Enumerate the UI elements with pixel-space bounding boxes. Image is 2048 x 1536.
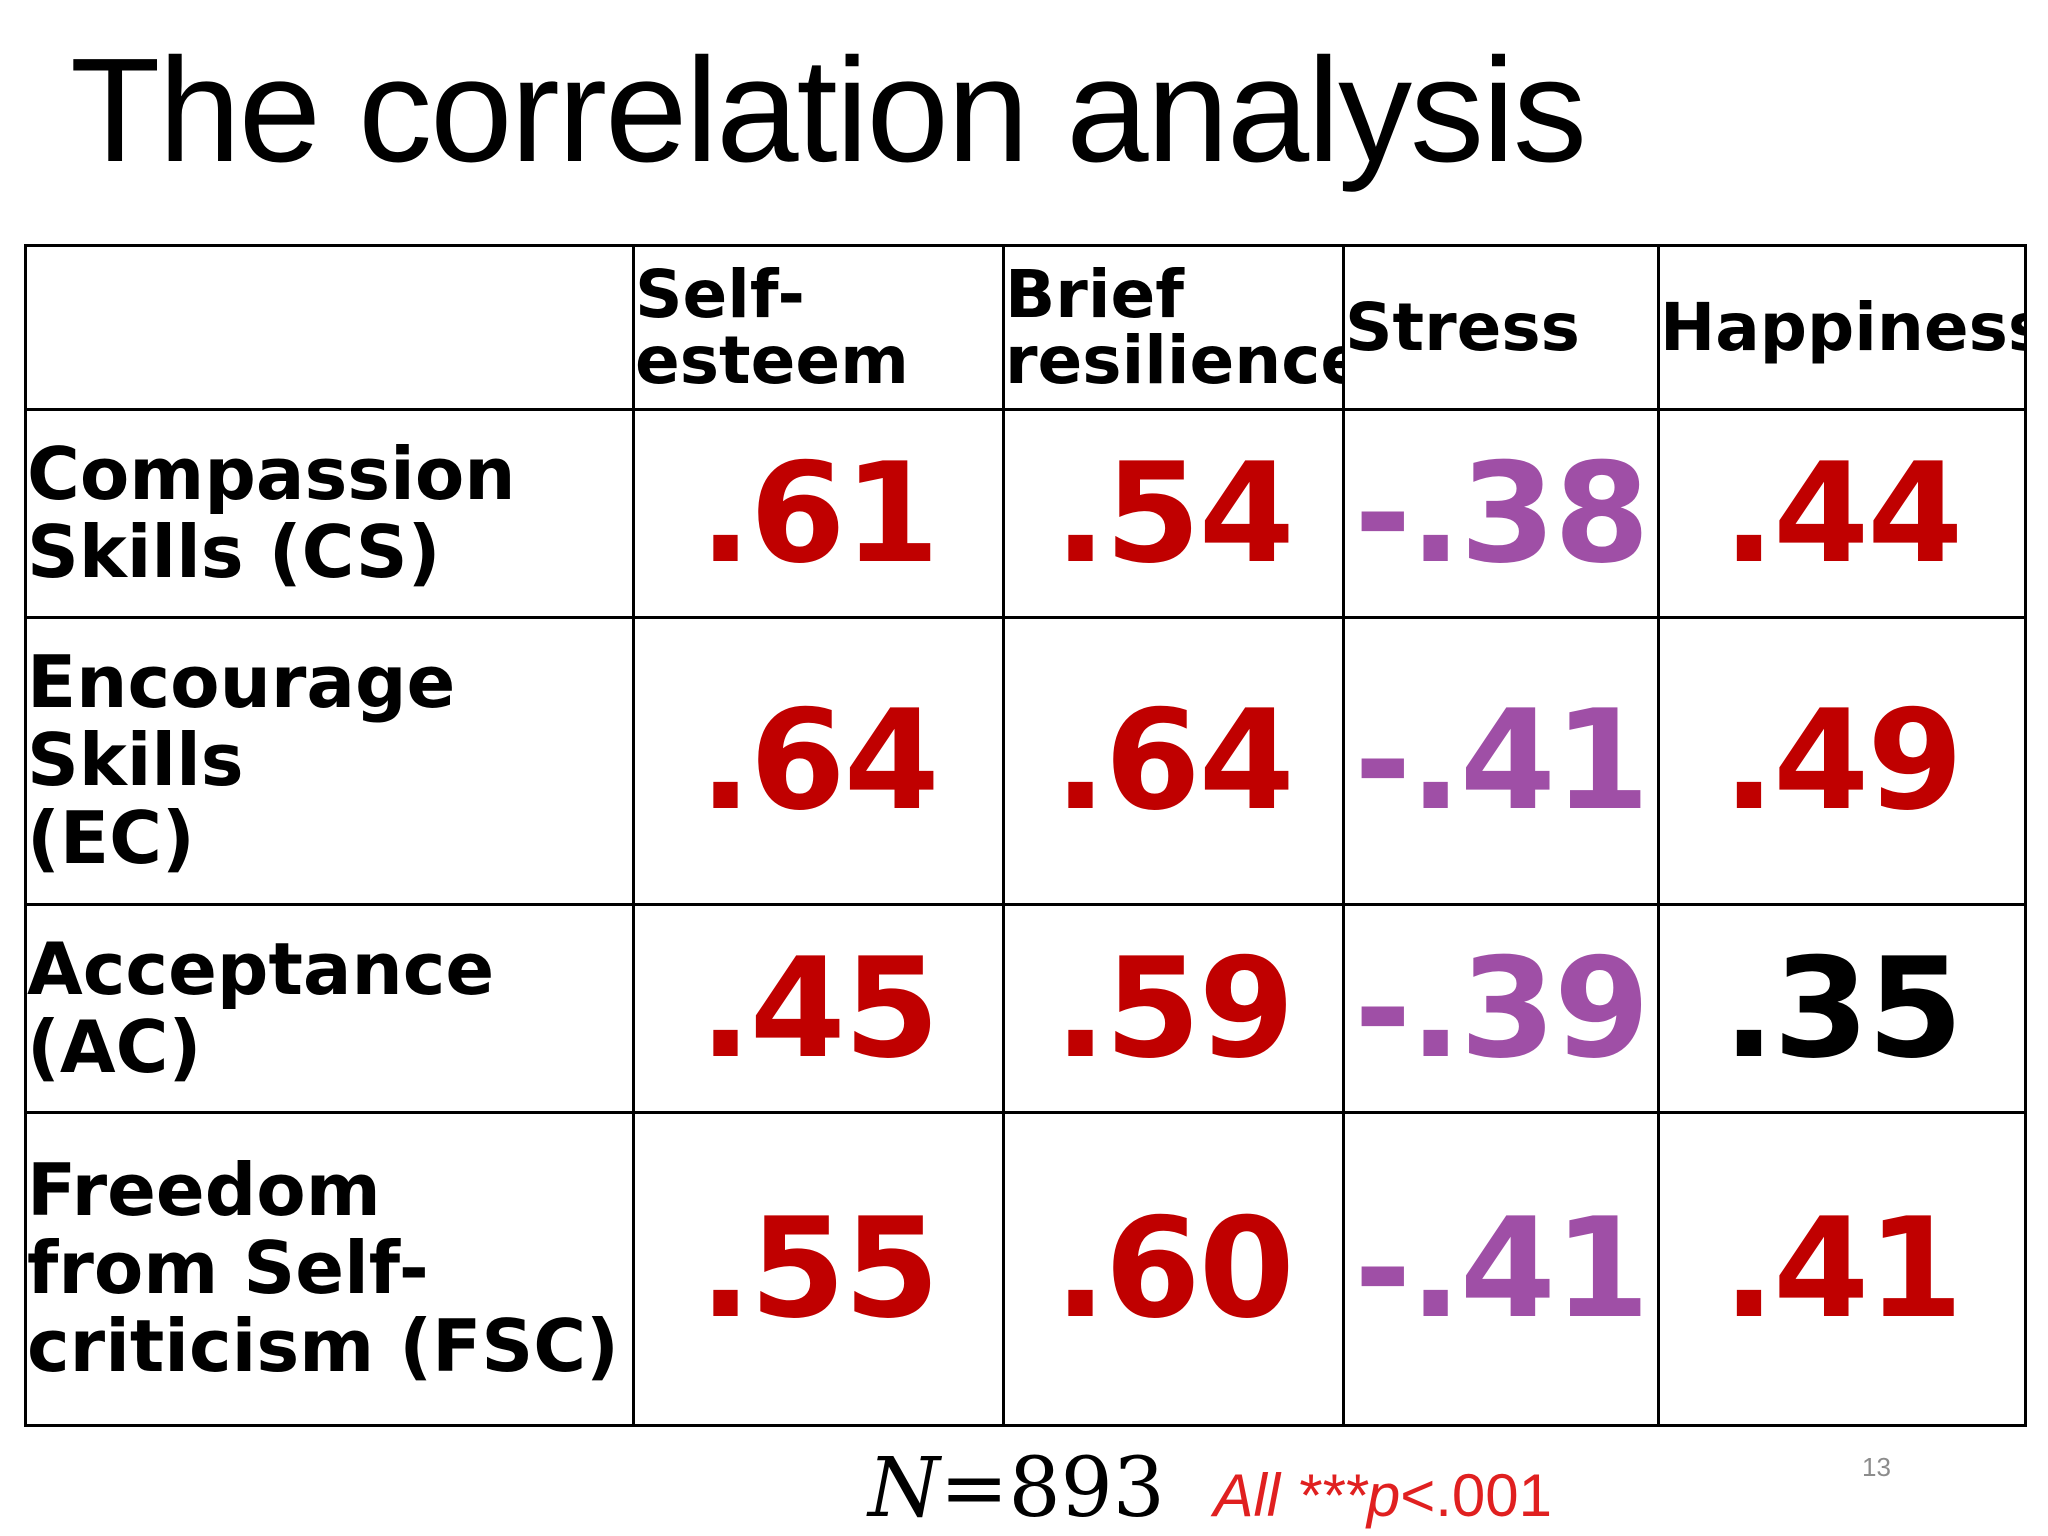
table-corner-cell [24,244,635,411]
column-header-label: Self- esteem [635,255,909,399]
row-header-label: Freedom from Self- criticism (FSC) [27,1148,619,1388]
sample-size-symbol: N [868,1441,940,1536]
correlation-value: -.39 [1342,903,1660,1114]
correlation-value: .55 [632,1111,1005,1427]
table-row: Freedom from Self- criticism (FSC) .55 .… [24,1111,2027,1427]
correlation-value: -.38 [1342,408,1660,619]
significance-symbol: p [1366,1462,1401,1529]
sample-size-value: =893 [939,1441,1165,1536]
row-header-label: Compassion Skills (CS) [27,431,516,594]
column-header-label: Happiness [1660,288,2026,366]
significance-prefix: All *** [1213,1462,1367,1529]
footnote: N=893 All ***p<.001 [868,1448,1552,1530]
column-header-stress: Stress [1342,244,1660,411]
table-row: Acceptance (AC) .45 .59 -.39 .35 [24,903,2027,1114]
table-row: Encourage Skills (EC) .64 .64 -.41 .49 [24,616,2027,906]
column-header-happiness: Happiness [1657,244,2027,411]
correlation-value: .60 [1002,1111,1345,1427]
correlation-value: .64 [1002,616,1345,906]
row-header-encourage-skills: Encourage Skills (EC) [24,616,635,906]
correlation-value: -.41 [1342,616,1660,906]
correlation-table: Self- esteem Brief resilience Stress Hap… [24,244,2027,1427]
correlation-value: .49 [1657,616,2027,906]
row-header-acceptance: Acceptance (AC) [24,903,635,1114]
slide-title: The correlation analysis [70,28,1587,193]
page-number: 13 [1862,1452,1891,1482]
row-header-compassion-skills: Compassion Skills (CS) [24,408,635,619]
row-header-label: Acceptance (AC) [27,926,495,1089]
row-header-freedom-from-self-criticism: Freedom from Self- criticism (FSC) [24,1111,635,1427]
correlation-value: .54 [1002,408,1345,619]
row-header-label: Encourage Skills (EC) [27,640,456,880]
correlation-value: .59 [1002,903,1345,1114]
table-header-row: Self- esteem Brief resilience Stress Hap… [24,244,2027,411]
correlation-value: .45 [632,903,1005,1114]
correlation-value: .64 [632,616,1005,906]
column-header-self-esteem: Self- esteem [632,244,1005,411]
sample-size: N=893 [868,1441,1165,1536]
column-header-label: Brief resilience [1005,255,1344,399]
significance-note: All ***p<.001 [1213,1462,1552,1529]
significance-threshold: <.001 [1400,1462,1553,1529]
column-header-label: Stress [1345,288,1580,366]
correlation-value: .35 [1657,903,2027,1114]
correlation-value: -.41 [1342,1111,1660,1427]
correlation-value: .44 [1657,408,2027,619]
column-header-brief-resilience: Brief resilience [1002,244,1345,411]
correlation-value: .61 [632,408,1005,619]
table-row: Compassion Skills (CS) .61 .54 -.38 .44 [24,408,2027,619]
correlation-value: .41 [1657,1111,2027,1427]
